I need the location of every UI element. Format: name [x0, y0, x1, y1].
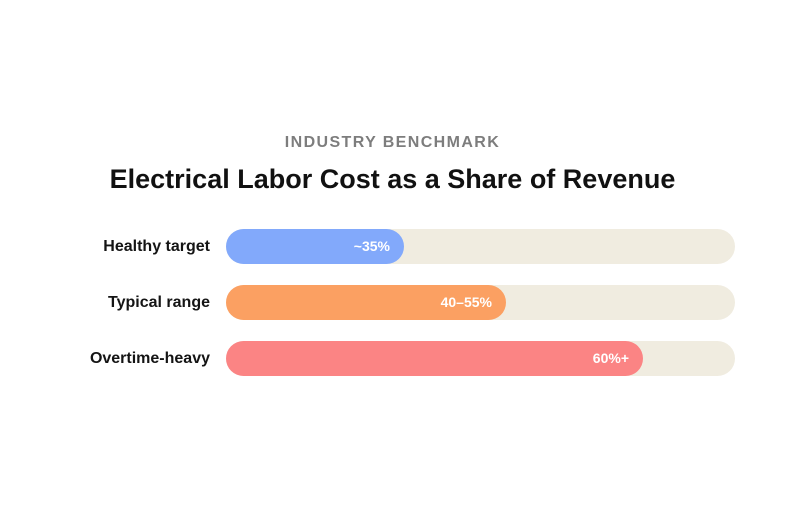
bar-row: Overtime-heavy 60%+ — [0, 341, 785, 376]
bar-fill: 40–55% — [226, 285, 506, 320]
bar-track: 40–55% — [226, 285, 735, 320]
bar-track: 60%+ — [226, 341, 735, 376]
bar-fill: ~35% — [226, 229, 404, 264]
bar-rows: Healthy target ~35% Typical range 40–55% Ove… — [0, 229, 785, 397]
category-label: Overtime-heavy — [89, 350, 210, 367]
bar-row: Healthy target ~35% — [0, 229, 785, 264]
eyebrow-label: INDUSTRY BENCHMARK — [284, 134, 501, 151]
bar-track: ~35% — [226, 229, 735, 264]
bar-fill: 60%+ — [226, 341, 643, 376]
category-label: Typical range — [108, 294, 210, 311]
chart-title: Electrical Labor Cost as a Share of Reve… — [109, 164, 676, 194]
category-label: Healthy target — [103, 238, 210, 255]
bar-row: Typical range 40–55% — [0, 285, 785, 320]
